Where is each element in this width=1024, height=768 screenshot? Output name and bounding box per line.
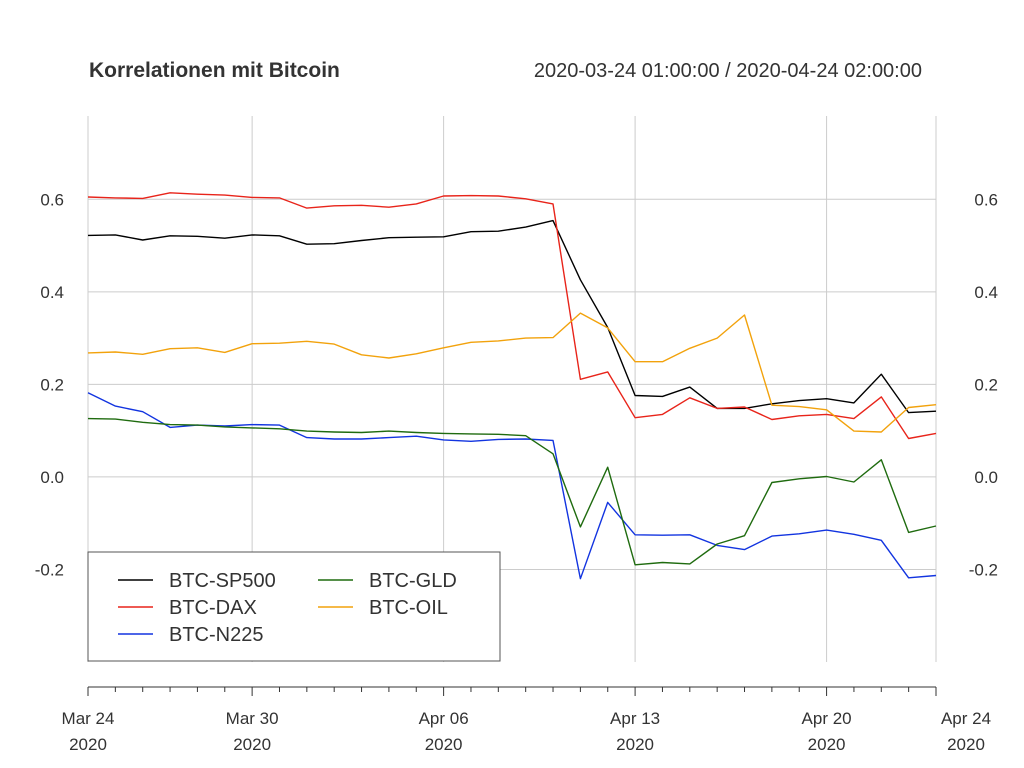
- x-tick-year-label: 2020: [947, 735, 985, 754]
- date-range-label: 2020-03-24 01:00:00 / 2020-04-24 02:00:0…: [534, 60, 922, 82]
- x-tick-year-label: 2020: [69, 735, 107, 754]
- grid-lines: [87, 116, 937, 662]
- y-tick-label-left: 0.0: [40, 468, 64, 487]
- axes: -0.2 -0.2 0.0 0.0 0.2 0.2 0.4 0.4 0.6 0.6 Mar 24 20…: [35, 190, 998, 754]
- legend-label: BTC-N225: [169, 624, 263, 646]
- y-tick-label-left: 0.6: [40, 190, 64, 209]
- x-tick-label: Apr 06: [419, 709, 469, 728]
- y-tick-label-right: 0.0: [974, 468, 998, 487]
- series-line-btc-dax: [87, 192, 937, 440]
- x-tick-label: Mar 30: [226, 709, 279, 728]
- legend-label: BTC-OIL: [369, 597, 448, 619]
- y-tick-label-right: 0.6: [974, 190, 998, 209]
- legend: BTC-SP500 BTC-DAX BTC-N225 BTC-GLD BTC-OIL: [87, 551, 501, 662]
- y-tick-label-left: 0.4: [40, 283, 64, 302]
- y-tick-label-right: -0.2: [969, 560, 998, 579]
- y-tick-label-left: -0.2: [35, 560, 64, 579]
- series-line-btc-gld: [87, 417, 937, 566]
- legend-label: BTC-DAX: [169, 597, 257, 619]
- series-line-btc-oil: [87, 312, 937, 433]
- series-line-btc-n225: [87, 392, 937, 580]
- x-tick-label: Mar 24: [62, 709, 115, 728]
- chart-title: Korrelationen mit Bitcoin: [89, 59, 340, 82]
- y-tick-label-right: 0.4: [974, 283, 998, 302]
- x-tick-year-label: 2020: [808, 735, 846, 754]
- x-tick-year-label: 2020: [425, 735, 463, 754]
- series-line-btc-sp500: [87, 219, 937, 414]
- x-tick-label: Apr 13: [610, 709, 660, 728]
- x-tick-year-label: 2020: [616, 735, 654, 754]
- legend-label: BTC-GLD: [369, 570, 457, 592]
- series-lines: [87, 192, 937, 580]
- legend-label: BTC-SP500: [169, 570, 276, 592]
- y-tick-label-left: 0.2: [40, 375, 64, 394]
- y-tick-label-right: 0.2: [974, 375, 998, 394]
- legend-box: [87, 551, 501, 662]
- x-tick-label: Apr 24: [941, 709, 991, 728]
- x-tick-label: Apr 20: [802, 709, 852, 728]
- x-tick-year-label: 2020: [233, 735, 271, 754]
